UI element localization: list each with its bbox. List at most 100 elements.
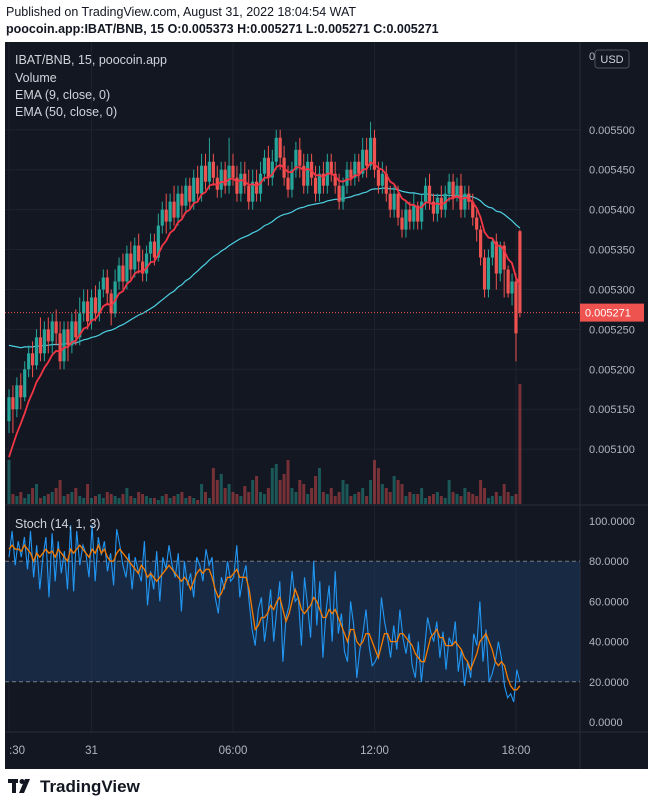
volume-bar bbox=[121, 494, 125, 504]
volume-bar bbox=[255, 476, 259, 504]
volume-bar bbox=[180, 492, 184, 504]
candle-body bbox=[15, 385, 19, 410]
candle-body bbox=[313, 177, 318, 194]
candle-body bbox=[164, 209, 168, 222]
volume-bar bbox=[349, 496, 353, 504]
volume-bar bbox=[498, 496, 502, 504]
chart-area[interactable]: 0.005500 0.005450 0.005400 0.005350 0.005300… bbox=[5, 42, 648, 769]
volume-bar bbox=[145, 496, 149, 504]
stoch-axis[interactable]: 100.0000 80.0000 60.0000 40.0000 20.0000 0.00… bbox=[589, 516, 635, 729]
chart-svg[interactable]: 0.005500 0.005450 0.005400 0.005350 0.005300… bbox=[5, 42, 648, 769]
volume-bar bbox=[19, 492, 23, 504]
candle-body bbox=[137, 245, 141, 262]
candle-body bbox=[514, 281, 518, 334]
currency-label[interactable]: USD bbox=[600, 54, 623, 66]
volume-bar bbox=[137, 492, 141, 504]
candle-body bbox=[129, 253, 133, 270]
candle-body bbox=[329, 161, 333, 174]
candle-body bbox=[196, 177, 200, 194]
candle-body bbox=[388, 193, 392, 210]
price-tick-label: 0.005300 bbox=[589, 284, 635, 296]
candle-body bbox=[160, 209, 164, 226]
volume-bar bbox=[82, 498, 86, 504]
candle-body bbox=[54, 321, 58, 334]
candle-body bbox=[306, 161, 310, 186]
volume-bar bbox=[239, 496, 243, 504]
candle-body bbox=[113, 281, 117, 314]
candle-body bbox=[180, 193, 184, 206]
candle-body bbox=[274, 137, 278, 162]
candle-body bbox=[27, 353, 31, 370]
candle-body bbox=[46, 329, 50, 342]
candle-body bbox=[278, 137, 282, 158]
candle-body bbox=[510, 281, 514, 294]
candle-body bbox=[176, 193, 180, 218]
candle-body bbox=[89, 297, 94, 322]
volume-bar bbox=[325, 494, 329, 504]
candle-body bbox=[290, 169, 294, 190]
candle-body bbox=[34, 337, 39, 366]
candle-body bbox=[380, 173, 384, 186]
candle-body bbox=[506, 269, 510, 294]
volume-bar bbox=[78, 496, 82, 504]
volume-bar bbox=[294, 492, 298, 504]
tradingview-logo[interactable]: TradingView bbox=[8, 777, 140, 797]
candle-body bbox=[38, 337, 43, 354]
symbol-ohlc-line: poocoin.app:IBAT/BNB, 15 O:0.005373 H:0.… bbox=[6, 22, 439, 36]
candle-body bbox=[235, 177, 239, 194]
candle-body bbox=[97, 289, 101, 314]
candle-body bbox=[152, 241, 157, 258]
time-tick-label: 18:00 bbox=[502, 745, 531, 757]
candle-body bbox=[420, 201, 424, 222]
volume-bar bbox=[93, 496, 97, 504]
candle-body bbox=[365, 149, 369, 166]
volume-bar bbox=[133, 498, 137, 504]
volume-bar bbox=[369, 480, 373, 504]
time-axis[interactable]: :30 31 06:00 12:00 18:00 bbox=[9, 745, 530, 757]
candle-body bbox=[203, 165, 208, 182]
volume-bar bbox=[282, 474, 286, 504]
volume-bar bbox=[361, 488, 365, 504]
candle-body bbox=[86, 301, 90, 322]
ema50-path bbox=[8, 187, 521, 349]
candle-body bbox=[298, 149, 302, 166]
candle-body bbox=[447, 181, 451, 194]
volume-bar bbox=[494, 492, 498, 504]
currency-button[interactable]: USD bbox=[594, 49, 630, 69]
volume-bar bbox=[278, 480, 282, 504]
volume-bar bbox=[176, 494, 180, 504]
candle-body bbox=[384, 173, 388, 194]
candle-body bbox=[302, 165, 306, 186]
candle-body bbox=[357, 161, 361, 174]
price-axis[interactable]: 0.005500 0.005450 0.005400 0.005350 0.005300… bbox=[589, 125, 635, 456]
volume-bar bbox=[420, 488, 424, 504]
volume-bar bbox=[314, 476, 318, 504]
price-tick-label: 0.005400 bbox=[589, 205, 635, 217]
candle-body bbox=[78, 313, 82, 338]
candle-body bbox=[66, 329, 70, 346]
candle-body bbox=[518, 231, 522, 313]
volume-bar bbox=[74, 488, 78, 504]
volume-bar bbox=[475, 496, 479, 504]
volume-bar bbox=[50, 492, 54, 504]
candle-body bbox=[219, 169, 223, 190]
volume-bar bbox=[298, 480, 302, 504]
volume-bar bbox=[321, 492, 325, 504]
stoch-tick-label: 80.0000 bbox=[589, 556, 629, 568]
volume-bar bbox=[451, 492, 455, 504]
volume-bar bbox=[129, 496, 133, 504]
time-tick-label: 31 bbox=[85, 745, 98, 757]
volume-bar bbox=[125, 488, 129, 504]
volume-bar bbox=[58, 480, 62, 504]
volume-bar bbox=[97, 494, 101, 504]
legend-ema9: EMA (9, close, 0) bbox=[15, 88, 110, 102]
published-info: Published on TradingView.com, August 31,… bbox=[6, 5, 356, 19]
volume-bar bbox=[168, 498, 172, 504]
volume-bar bbox=[86, 484, 90, 504]
tradingview-logo-text: TradingView bbox=[40, 777, 140, 796]
volume-bar bbox=[483, 488, 487, 504]
candle-body bbox=[211, 161, 215, 178]
volume-bar bbox=[11, 494, 15, 504]
price-tick-label: 0.005150 bbox=[589, 404, 635, 416]
legend-ema50: EMA (50, close, 0) bbox=[15, 105, 117, 119]
